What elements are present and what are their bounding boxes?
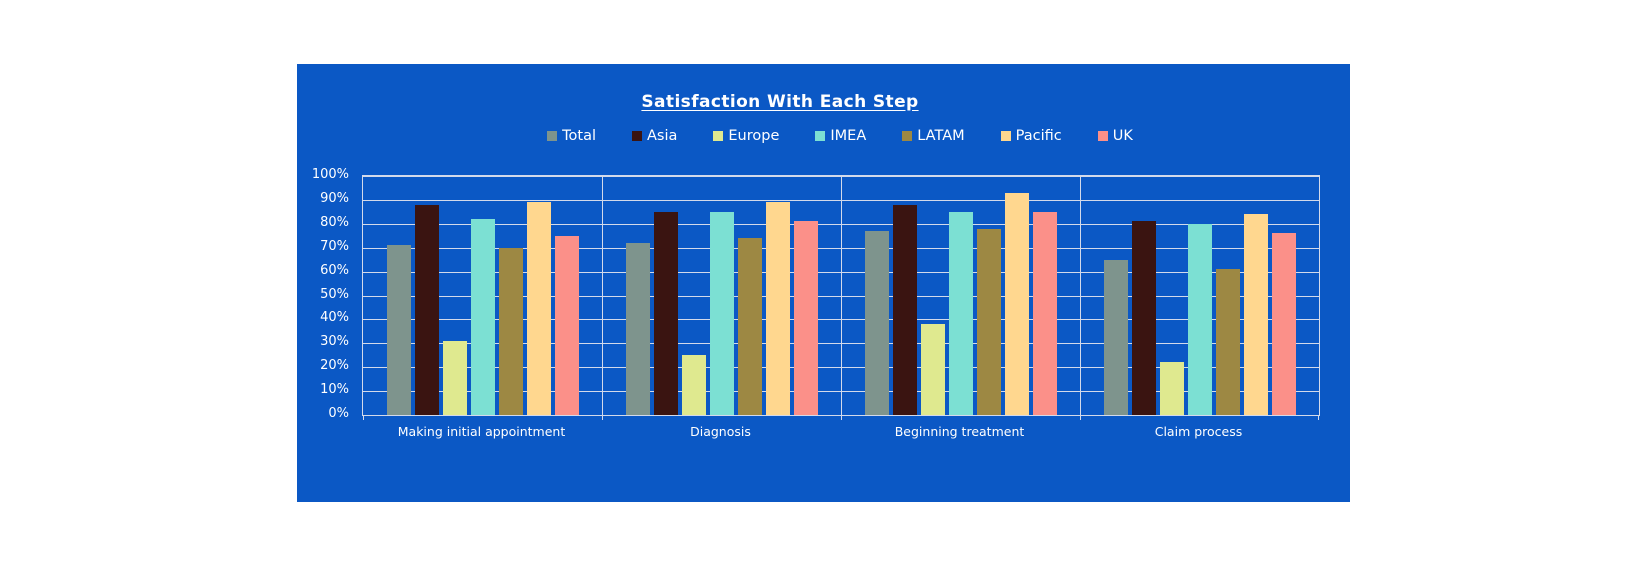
bar-asia — [892, 204, 917, 415]
legend-label: Pacific — [1015, 128, 1062, 144]
y-tick-label: 10% — [320, 382, 349, 398]
bar-pacific — [1243, 214, 1268, 415]
bar-imea — [948, 211, 973, 415]
bar-latam — [1215, 269, 1240, 415]
bar-asia — [414, 204, 439, 415]
category-cell — [363, 176, 602, 415]
bar-asia — [1131, 221, 1156, 415]
axis-tick — [1080, 415, 1081, 420]
chart-panel: Satisfaction With Each Step Total Asia Eur… — [297, 64, 1350, 502]
bar-europe — [920, 324, 945, 415]
bar-asia — [653, 211, 678, 415]
y-tick-label: 80% — [320, 214, 349, 230]
bar-imea — [1187, 223, 1212, 415]
y-tick-label: 20% — [320, 358, 349, 374]
legend-label: UK — [1112, 128, 1133, 144]
y-tick-label: 40% — [320, 310, 349, 326]
chart-legend: Total Asia Europe IMEA LATAM Pacific UK — [362, 127, 1318, 145]
legend-swatch-icon — [1000, 131, 1011, 141]
chart-title: Satisfaction With Each Step — [641, 92, 919, 112]
bar-imea — [470, 219, 495, 415]
y-tick-label: 0% — [328, 406, 349, 421]
legend-swatch-icon — [632, 131, 642, 141]
y-tick-label: 100% — [311, 167, 349, 182]
legend-swatch-icon — [1097, 131, 1108, 141]
legend-label: Total — [562, 128, 596, 144]
category-label: Beginning treatment — [894, 424, 1025, 439]
legend-swatch-icon — [547, 131, 558, 141]
y-tick-label: 70% — [320, 238, 349, 254]
bar-pacific — [526, 202, 551, 415]
bar-total — [386, 245, 411, 415]
bar-uk — [1271, 233, 1296, 415]
bar-europe — [681, 355, 706, 415]
legend-item-pacific: Pacific — [1000, 127, 1062, 145]
bar-uk — [554, 235, 579, 415]
axis-tick — [841, 415, 842, 420]
y-tick-label: 50% — [320, 286, 349, 302]
bar-total — [1103, 259, 1128, 415]
bar-total — [625, 242, 650, 415]
bar-pacific — [1004, 192, 1029, 415]
bar-latam — [737, 238, 762, 415]
legend-item-imea: IMEA — [815, 127, 866, 145]
category-separator — [601, 176, 603, 415]
bar-imea — [709, 211, 734, 415]
category-cell — [602, 176, 841, 415]
bar-latam — [498, 247, 523, 415]
category-label: Making initial appointment — [397, 424, 566, 439]
bar-latam — [976, 228, 1001, 415]
plot-area — [362, 175, 1320, 420]
bar-total — [864, 230, 889, 415]
y-tick-label: 60% — [320, 262, 349, 278]
bar-uk — [793, 221, 818, 415]
axis-tick — [602, 415, 603, 420]
y-tick-label: 30% — [320, 334, 349, 350]
legend-item-uk: UK — [1097, 127, 1133, 145]
legend-swatch-icon — [815, 131, 826, 141]
legend-swatch-icon — [713, 131, 724, 141]
legend-item-latam: LATAM — [902, 127, 965, 145]
category-separator — [1079, 176, 1081, 415]
category-cell — [841, 176, 1080, 415]
bar-uk — [1032, 211, 1057, 415]
axis-tick — [1318, 415, 1319, 420]
category-label: Claim process — [1154, 424, 1243, 439]
bar-pacific — [765, 202, 790, 415]
legend-label: Asia — [647, 128, 678, 144]
bar-europe — [1159, 362, 1184, 415]
category-label: Diagnosis — [690, 424, 751, 439]
category-cell — [1080, 176, 1319, 415]
legend-label: Europe — [728, 128, 780, 144]
bar-europe — [442, 340, 467, 415]
legend-item-total: Total — [547, 127, 596, 145]
legend-label: LATAM — [917, 128, 965, 144]
category-separator — [840, 176, 842, 415]
axis-tick — [363, 415, 364, 420]
legend-item-europe: Europe — [713, 127, 779, 145]
legend-swatch-icon — [902, 131, 913, 141]
legend-label: IMEA — [830, 128, 867, 144]
y-tick-label: 90% — [320, 190, 349, 206]
legend-item-asia: Asia — [632, 127, 677, 145]
